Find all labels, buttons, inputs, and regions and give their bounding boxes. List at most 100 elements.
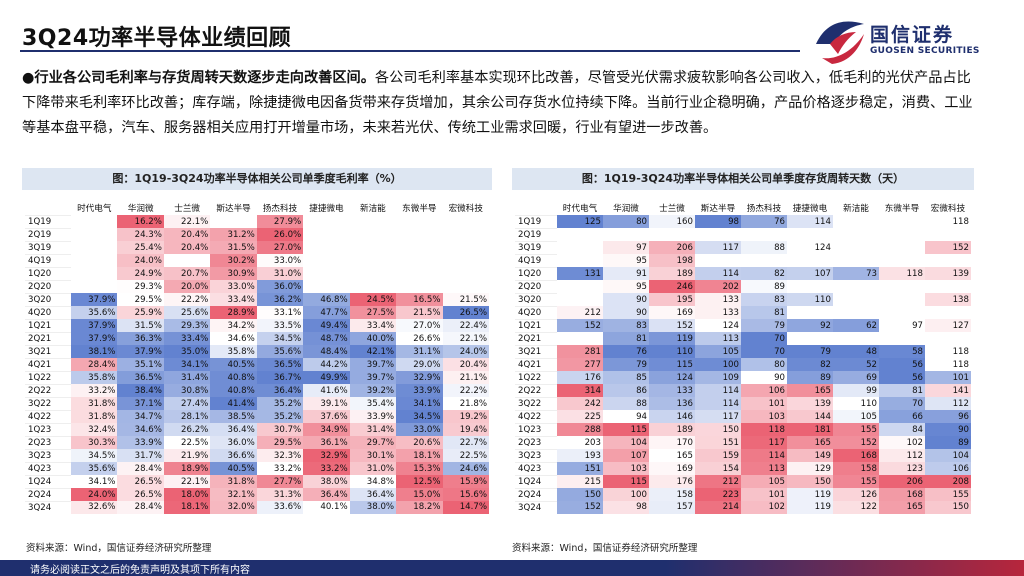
data-cell: 154 — [695, 462, 741, 475]
data-cell: 110 — [787, 293, 833, 306]
data-cell: 35.8% — [210, 345, 257, 358]
data-cell — [741, 228, 787, 241]
table-row: 4Q19 24.0% 30.2% 33.0% — [25, 253, 489, 267]
data-cell — [833, 280, 879, 293]
data-cell: 158 — [649, 488, 695, 501]
data-cell: 314 — [557, 384, 603, 397]
data-cell — [350, 228, 396, 241]
data-cell: 39.7% — [349, 371, 397, 384]
data-cell: 90 — [603, 293, 649, 306]
table-row: 1Q21 152 83 152 124 79 92 62 97 127 — [515, 318, 971, 332]
data-cell: 20.6% — [396, 436, 443, 449]
table-row: 3Q19 97 206 117 88 124 152 — [515, 240, 971, 254]
data-cell: 149 — [787, 449, 833, 462]
data-cell: 39.2% — [349, 384, 397, 397]
data-cell: 92 — [787, 319, 833, 332]
brand-logo: 国信证券 GUOSEN SECURITIES — [812, 14, 1012, 68]
data-cell: 34.9% — [303, 423, 350, 436]
data-cell: 26.5% — [442, 306, 489, 319]
data-cell: 21.5% — [396, 306, 443, 319]
data-cell: 193 — [557, 449, 603, 462]
quarter-label: 1Q19 — [25, 214, 72, 228]
data-cell: 203 — [557, 436, 603, 449]
data-cell: 117 — [741, 436, 787, 449]
data-cell: 40.5% — [210, 358, 257, 371]
data-cell — [557, 280, 603, 293]
data-cell: 95 — [603, 254, 649, 267]
title-divider — [20, 50, 800, 52]
data-cell: 79 — [603, 358, 649, 371]
data-cell: 31.3% — [256, 488, 304, 501]
data-cell: 34.1% — [71, 475, 118, 488]
data-cell: 118 — [925, 345, 971, 358]
data-cell: 34.1% — [396, 397, 443, 410]
data-cell: 36.7% — [256, 371, 304, 384]
data-cell: 114 — [695, 267, 741, 280]
data-cell: 94 — [603, 410, 649, 423]
data-cell: 160 — [649, 215, 695, 228]
data-cell: 39.1% — [303, 397, 350, 410]
data-cell: 82 — [741, 267, 787, 280]
data-cell: 56 — [879, 358, 925, 371]
data-cell: 38.0% — [303, 475, 350, 488]
data-cell: 35.8% — [71, 371, 118, 384]
quarter-label: 1Q22 — [25, 370, 72, 384]
data-cell — [925, 306, 971, 319]
data-cell: 88 — [741, 241, 787, 254]
table-row: 3Q20 37.9% 29.5% 22.2% 33.4% 36.2% 46.8% 24.5% 1… — [25, 292, 489, 306]
data-cell: 146 — [649, 410, 695, 423]
data-cell — [925, 228, 971, 241]
data-cell: 18.0% — [163, 488, 211, 501]
data-cell: 117 — [695, 410, 741, 423]
table-row: 2Q20 29.3% 20.0% 33.0% 36.0% — [25, 279, 489, 293]
table-row: 2Q24 150 100 158 223 101 119 126 168 155 — [515, 487, 971, 501]
data-cell — [303, 228, 349, 241]
data-cell: 107 — [603, 449, 649, 462]
table-row: 4Q22 31.8% 34.7% 28.1% 38.5% 35.2% 37.6% 33.9% 3… — [25, 409, 489, 423]
quarter-label: 2Q20 — [515, 279, 557, 293]
data-cell: 12.5% — [396, 475, 443, 488]
data-cell: 49.9% — [303, 371, 350, 384]
table-row: 2Q23 203 104 170 151 117 165 152 102 89 — [515, 435, 971, 449]
data-cell: 246 — [649, 280, 695, 293]
table-row: 2Q19 24.3% 20.4% 31.2% 26.0% — [25, 227, 489, 241]
data-cell — [210, 215, 256, 228]
data-cell: 138 — [925, 293, 971, 306]
data-cell — [71, 215, 117, 228]
data-cell — [557, 228, 603, 241]
table-row: 1Q20 131 91 189 114 82 107 73 118 139 — [515, 266, 971, 280]
column-header: 时代电气 — [77, 204, 112, 214]
data-cell: 106 — [925, 462, 971, 475]
data-cell: 37.9% — [71, 332, 118, 345]
data-cell: 20.4% — [442, 358, 489, 371]
quarter-label: 1Q20 — [25, 266, 72, 280]
data-cell — [164, 254, 210, 267]
intro-bold: 行业各公司毛利率与存货周转天数逐步走向改善区间。 — [34, 70, 375, 86]
quarter-label: 3Q23 — [515, 448, 557, 462]
data-cell: 37.1% — [117, 397, 164, 410]
data-cell: 46.8% — [303, 293, 350, 306]
quarter-label: 3Q22 — [25, 396, 72, 410]
data-cell: 159 — [695, 449, 741, 462]
quarter-label: 4Q21 — [515, 357, 557, 371]
data-cell: 105 — [741, 475, 787, 488]
data-cell: 31.7% — [117, 449, 164, 462]
table-row: 1Q20 24.9% 20.7% 30.9% 31.0% — [25, 266, 489, 280]
data-cell: 31.0% — [256, 267, 304, 280]
data-cell: 102 — [879, 436, 925, 449]
quarter-label: 2Q22 — [25, 383, 72, 397]
data-cell: 29.3% — [117, 280, 164, 293]
column-header: 东微半导 — [402, 204, 437, 214]
data-cell: 33.2% — [303, 462, 350, 475]
quarter-label: 3Q23 — [25, 448, 72, 462]
data-cell: 15.0% — [396, 488, 443, 501]
logo-name: 国信证券 — [870, 24, 955, 46]
data-cell — [695, 228, 741, 241]
data-cell: 56 — [879, 371, 925, 384]
data-cell: 152 — [649, 319, 695, 332]
data-cell: 22.2% — [442, 384, 489, 397]
data-cell: 150 — [925, 501, 971, 514]
data-cell: 84 — [879, 423, 925, 436]
data-cell: 133 — [695, 306, 741, 319]
data-cell: 103 — [603, 462, 649, 475]
